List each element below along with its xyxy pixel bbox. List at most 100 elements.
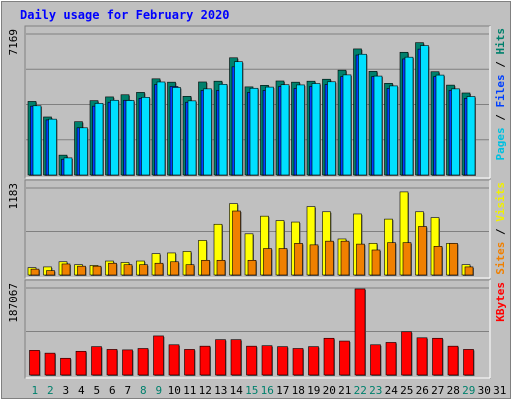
bar-pages-day-22 bbox=[358, 53, 367, 176]
x-label-day-5: 5 bbox=[93, 384, 100, 397]
bar-sites-day-2 bbox=[46, 270, 55, 276]
bar-kbytes-day-7 bbox=[122, 349, 133, 376]
bar-kbytes-day-26 bbox=[416, 337, 428, 376]
x-label-day-19: 19 bbox=[307, 384, 320, 397]
bar-pages-day-15 bbox=[249, 87, 259, 176]
bar-kbytes-day-21 bbox=[339, 340, 350, 376]
bar-sites-day-25 bbox=[402, 242, 412, 276]
bar-sites-day-5 bbox=[92, 265, 102, 276]
x-label-day-31: 31 bbox=[493, 384, 506, 397]
x-label-day-13: 13 bbox=[214, 384, 227, 397]
bar-pages-day-17 bbox=[280, 84, 290, 176]
series-label-part-0: KBytes bbox=[494, 282, 507, 322]
bar-pages-day-5 bbox=[94, 103, 104, 176]
bar-sites-day-23 bbox=[371, 249, 381, 276]
bar-kbytes-day-13 bbox=[215, 339, 226, 376]
series-label-part-0: Pages bbox=[494, 127, 507, 160]
bar-kbytes-day-16 bbox=[261, 345, 273, 376]
bar-sites-day-15 bbox=[247, 259, 257, 276]
bar-kbytes-day-4 bbox=[75, 350, 87, 376]
bar-sites-day-26 bbox=[418, 226, 427, 276]
bar-kbytes-day-12 bbox=[199, 345, 211, 376]
bar-kbytes-day-2 bbox=[44, 352, 56, 376]
panel-series-label: KBytes bbox=[494, 282, 507, 322]
series-label-part-1: / bbox=[494, 222, 507, 242]
bar-kbytes-day-10 bbox=[168, 344, 180, 376]
bar-pages-day-28 bbox=[451, 88, 460, 176]
bar-pages-day-21 bbox=[342, 74, 352, 176]
x-label-day-2: 2 bbox=[47, 384, 54, 397]
bar-kbytes-day-15 bbox=[246, 345, 257, 376]
chart-panel-2: 1183 Sites / Visits bbox=[7, 179, 507, 279]
bar-kbytes-day-8 bbox=[137, 348, 149, 376]
bar-sites-day-28 bbox=[449, 243, 458, 276]
bar-pages-day-6 bbox=[110, 99, 119, 176]
series-label-part-1: / bbox=[494, 108, 507, 128]
bar-sites-day-6 bbox=[108, 262, 117, 276]
bar-pages-day-3 bbox=[63, 157, 73, 176]
bar-kbytes-day-11 bbox=[184, 349, 195, 376]
bar-pages-day-16 bbox=[265, 86, 274, 176]
bar-kbytes-day-24 bbox=[385, 342, 397, 376]
x-label-day-24: 24 bbox=[385, 384, 399, 397]
bar-sites-day-13 bbox=[216, 259, 226, 276]
panel-max-label: 1183 bbox=[7, 183, 20, 210]
bar-sites-day-20 bbox=[325, 240, 334, 276]
bar-pages-day-14 bbox=[234, 61, 243, 176]
bar-kbytes-day-14 bbox=[230, 339, 242, 376]
bar-pages-day-4 bbox=[79, 127, 88, 176]
bar-kbytes-day-22 bbox=[354, 288, 366, 376]
bar-kbytes-day-29 bbox=[463, 349, 474, 376]
bar-pages-day-8 bbox=[141, 97, 150, 176]
bar-pages-day-29 bbox=[466, 96, 476, 176]
bar-sites-day-9 bbox=[154, 262, 164, 276]
x-label-day-16: 16 bbox=[261, 384, 274, 397]
bar-sites-day-27 bbox=[433, 246, 443, 276]
series-label-part-2: Visits bbox=[494, 182, 507, 222]
bar-sites-day-4 bbox=[77, 265, 86, 276]
bar-sites-day-14 bbox=[232, 210, 241, 276]
x-label-day-25: 25 bbox=[400, 384, 413, 397]
bar-sites-day-18 bbox=[294, 243, 303, 276]
bar-kbytes-day-20 bbox=[323, 337, 335, 376]
series-label-part-2: Files bbox=[494, 74, 507, 107]
x-label-day-29: 29 bbox=[462, 384, 475, 397]
x-label-day-30: 30 bbox=[478, 384, 491, 397]
x-label-day-14: 14 bbox=[230, 384, 244, 397]
bar-sites-day-24 bbox=[387, 242, 396, 276]
bar-pages-day-18 bbox=[296, 84, 305, 176]
bar-kbytes-day-17 bbox=[277, 346, 288, 376]
bar-pages-day-23 bbox=[373, 75, 383, 176]
x-label-day-27: 27 bbox=[431, 384, 444, 397]
bar-kbytes-day-28 bbox=[447, 345, 459, 376]
x-label-day-15: 15 bbox=[245, 384, 258, 397]
x-label-day-8: 8 bbox=[140, 384, 147, 397]
x-label-day-1: 1 bbox=[31, 384, 38, 397]
bar-sites-day-19 bbox=[309, 244, 319, 276]
x-label-day-28: 28 bbox=[447, 384, 460, 397]
bar-pages-day-7 bbox=[125, 100, 135, 176]
bar-pages-day-9 bbox=[156, 81, 166, 176]
bar-sites-day-17 bbox=[278, 248, 288, 276]
x-label-day-4: 4 bbox=[78, 384, 85, 397]
chart-panels: 7169 Pages / Files / Hits 1183 Sites / Visi… bbox=[7, 25, 507, 379]
series-label-part-0: Sites bbox=[494, 242, 507, 275]
bar-pages-day-26 bbox=[420, 45, 429, 176]
panel-max-label: 187067 bbox=[7, 283, 20, 323]
bar-pages-day-1 bbox=[32, 105, 42, 176]
x-label-day-10: 10 bbox=[168, 384, 181, 397]
bar-pages-day-27 bbox=[435, 74, 445, 176]
series-label-part-4: Hits bbox=[494, 28, 507, 55]
bar-kbytes-day-27 bbox=[432, 337, 443, 376]
bar-kbytes-day-23 bbox=[370, 344, 381, 376]
bar-kbytes-day-19 bbox=[308, 346, 319, 376]
bar-kbytes-day-6 bbox=[106, 349, 118, 376]
panel-series-label: Pages / Files / Hits bbox=[494, 28, 507, 161]
chart-title: Daily usage for February 2020 bbox=[20, 8, 230, 22]
x-label-day-18: 18 bbox=[292, 384, 305, 397]
x-label-day-17: 17 bbox=[276, 384, 289, 397]
chart-panel-3: 187067 KBytes bbox=[7, 279, 507, 379]
x-label-day-12: 12 bbox=[199, 384, 212, 397]
